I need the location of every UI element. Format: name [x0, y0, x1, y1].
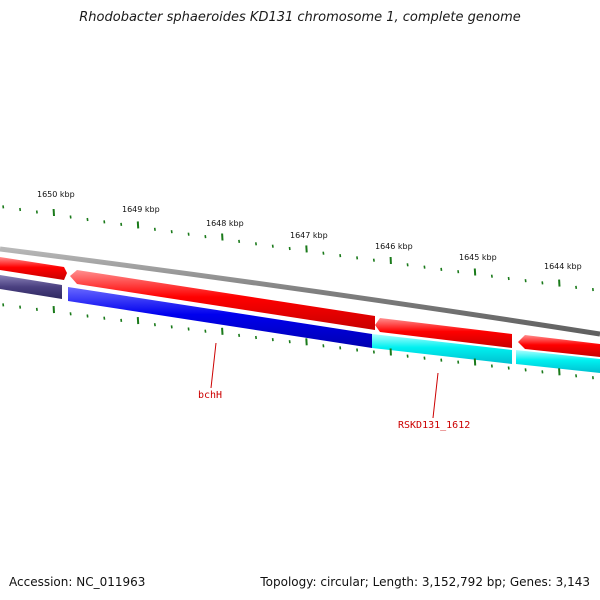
ruler-label: 1648 kbp — [206, 219, 244, 228]
gene-label-leader — [210, 342, 217, 389]
reverse-cds-faded[interactable] — [0, 275, 62, 299]
ruler-label: 1645 kbp — [459, 253, 497, 262]
forward-cds-arrow[interactable] — [0, 257, 67, 280]
accession-text: Accession: NC_011963 — [9, 575, 146, 589]
ruler-label: 1644 kbp — [544, 262, 582, 271]
inner-ruler-ticks — [2, 303, 594, 380]
forward-cds-arrow[interactable] — [70, 270, 375, 330]
reverse-cds-bchH[interactable] — [68, 287, 372, 348]
forward-cds-arrow[interactable] — [375, 318, 512, 348]
genome-summary-text: Topology: circular; Length: 3,152,792 bp… — [260, 575, 590, 589]
gene-label-leader — [432, 372, 439, 419]
gene-label-bchH[interactable]: bchH — [198, 390, 222, 401]
ruler-label: 1649 kbp — [122, 205, 160, 214]
ruler-label: 1650 kbp — [37, 190, 75, 199]
ruler-label: 1646 kbp — [375, 242, 413, 251]
reverse-cds-RSKD131_1612[interactable] — [372, 334, 512, 364]
genome-backbone — [0, 246, 600, 337]
map-title: Rhodobacter sphaeroides KD131 chromosome… — [79, 10, 521, 25]
reverse-cds-cyan[interactable] — [516, 350, 600, 373]
ruler-label: 1647 kbp — [290, 231, 328, 240]
forward-cds-arrow[interactable] — [518, 335, 600, 357]
outer-ruler-ticks — [2, 205, 594, 292]
gene-label-RSKD131_1612[interactable]: RSKD131_1612 — [398, 420, 470, 431]
ruler-labels: 1650 kbp 1649 kbp 1648 kbp 1647 kbp 1646… — [37, 190, 582, 271]
